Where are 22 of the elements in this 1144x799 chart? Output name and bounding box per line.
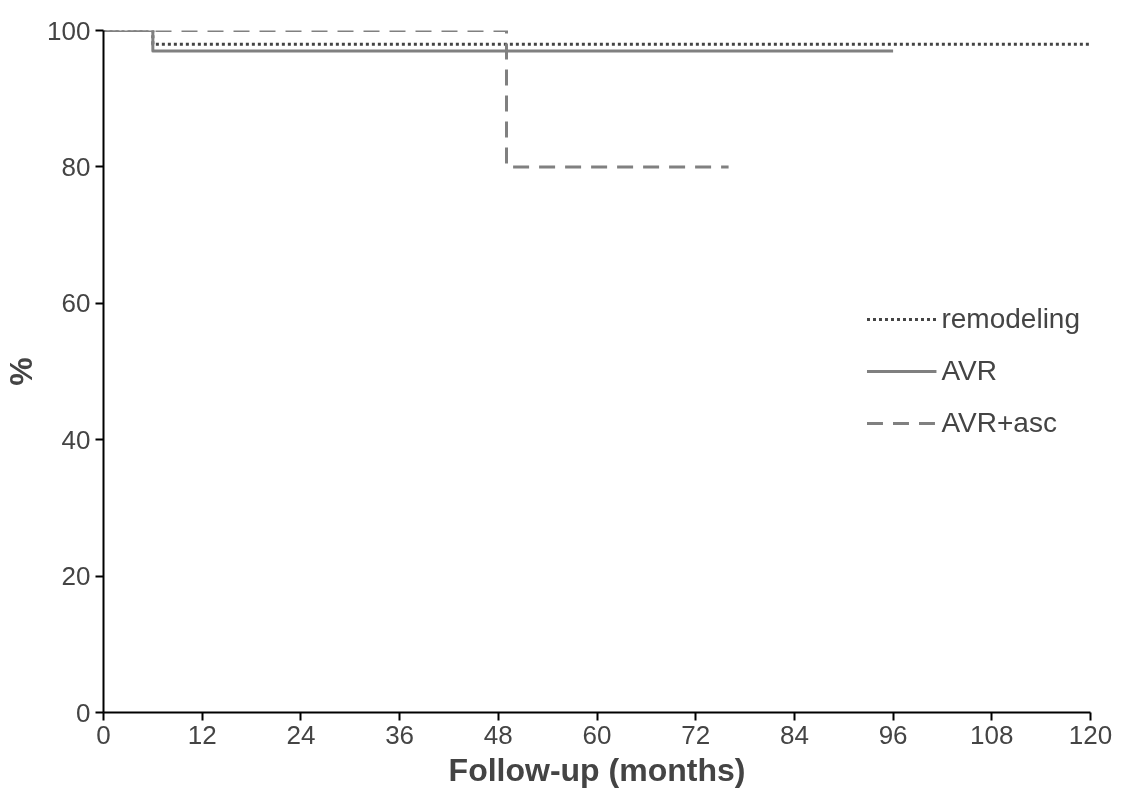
x-tick-label: 36 xyxy=(385,719,415,750)
x-tick-label: 72 xyxy=(681,719,711,750)
x-tick-label: 108 xyxy=(970,719,1014,750)
x-tick-label: 84 xyxy=(779,719,809,750)
legend-label: remodeling xyxy=(941,303,1080,335)
x-tick-label: 96 xyxy=(878,719,908,750)
y-tick-label: 80 xyxy=(61,151,91,182)
y-tick-label: 20 xyxy=(61,561,91,592)
x-tick-label: 12 xyxy=(187,719,217,750)
legend-label: AVR xyxy=(941,355,997,387)
x-axis-title: Follow-up (months) xyxy=(448,751,746,788)
y-tick-label: 40 xyxy=(61,424,91,455)
x-tick-label: 120 xyxy=(1068,719,1113,750)
x-tick-label: 0 xyxy=(96,719,111,750)
legend-label: AVR+asc xyxy=(941,407,1057,439)
y-tick-label: 0 xyxy=(76,697,91,728)
y-tick-label: 100 xyxy=(47,15,91,46)
x-tick-label: 24 xyxy=(286,719,316,750)
y-tick-label: 60 xyxy=(61,288,91,319)
x-tick-label: 48 xyxy=(483,719,513,750)
x-tick-label: 60 xyxy=(582,719,612,750)
y-axis-title: % xyxy=(3,357,40,386)
